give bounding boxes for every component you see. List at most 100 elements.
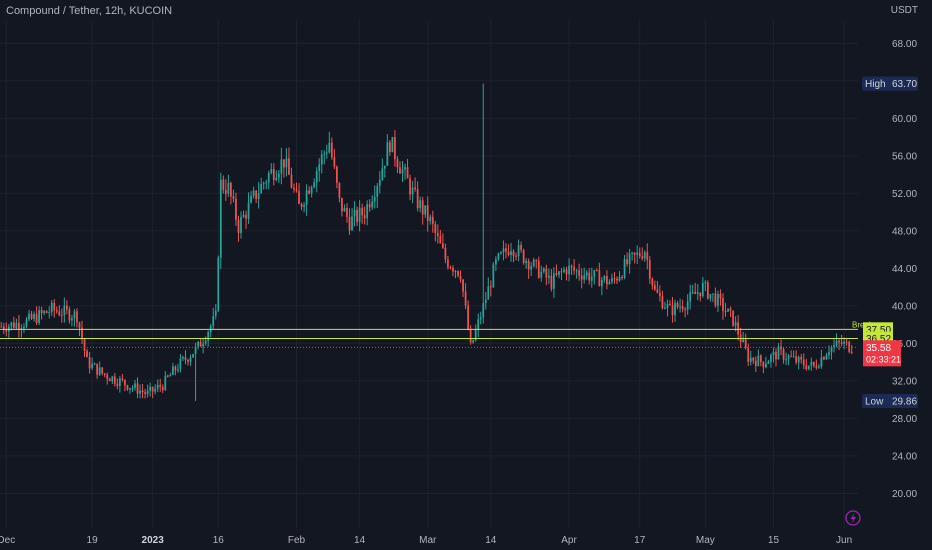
candle[interactable]: [775, 351, 777, 360]
candle[interactable]: [593, 270, 596, 277]
candle[interactable]: [325, 152, 328, 154]
candle[interactable]: [308, 190, 311, 194]
candle[interactable]: [35, 314, 38, 324]
candle[interactable]: [275, 177, 278, 181]
candle[interactable]: [285, 158, 288, 168]
candle[interactable]: [295, 189, 298, 192]
candle[interactable]: [18, 322, 20, 330]
candle[interactable]: [361, 207, 364, 216]
candle[interactable]: [376, 185, 379, 197]
candle[interactable]: [141, 390, 144, 393]
candle[interactable]: [149, 386, 152, 391]
candle[interactable]: [757, 355, 760, 367]
candle[interactable]: [144, 392, 146, 394]
candle[interactable]: [272, 169, 275, 181]
candle[interactable]: [93, 363, 96, 365]
candle[interactable]: [477, 319, 480, 330]
candle[interactable]: [467, 305, 469, 330]
candle[interactable]: [767, 361, 770, 364]
candle[interactable]: [722, 298, 724, 312]
candle[interactable]: [270, 169, 273, 174]
candle[interactable]: [68, 309, 71, 321]
candle[interactable]: [290, 174, 293, 188]
candle[interactable]: [179, 358, 182, 370]
candle[interactable]: [550, 275, 553, 289]
candle[interactable]: [171, 366, 174, 375]
candle[interactable]: [330, 142, 333, 158]
candle[interactable]: [320, 154, 323, 165]
candle[interactable]: [177, 369, 179, 371]
candle[interactable]: [232, 196, 235, 199]
candle[interactable]: [737, 322, 740, 335]
candle[interactable]: [396, 159, 399, 168]
candle[interactable]: [679, 306, 681, 308]
candle[interactable]: [535, 259, 538, 261]
candle[interactable]: [53, 302, 56, 311]
candle[interactable]: [409, 178, 411, 195]
candle[interactable]: [537, 260, 540, 278]
candle[interactable]: [709, 294, 712, 299]
candle[interactable]: [532, 259, 535, 267]
candle[interactable]: [631, 252, 634, 254]
candle[interactable]: [701, 282, 704, 297]
candle[interactable]: [411, 187, 414, 195]
candle[interactable]: [585, 272, 588, 276]
candle[interactable]: [487, 286, 490, 300]
candle[interactable]: [58, 311, 61, 316]
candle[interactable]: [812, 361, 815, 366]
candle[interactable]: [547, 275, 550, 278]
candle[interactable]: [55, 310, 58, 312]
candle[interactable]: [310, 187, 313, 194]
candle[interactable]: [73, 311, 76, 319]
candle[interactable]: [689, 292, 692, 302]
candle[interactable]: [378, 179, 381, 186]
candle[interactable]: [795, 356, 798, 363]
candle[interactable]: [636, 252, 639, 255]
candle[interactable]: [406, 167, 409, 179]
candle[interactable]: [727, 308, 729, 312]
candle[interactable]: [669, 303, 671, 306]
candle[interactable]: [810, 361, 813, 366]
candle[interactable]: [78, 322, 81, 328]
candle[interactable]: [646, 252, 649, 260]
candle[interactable]: [338, 183, 341, 198]
candle[interactable]: [283, 159, 285, 168]
candle[interactable]: [530, 266, 533, 270]
candle[interactable]: [525, 260, 528, 263]
currency-label[interactable]: USDT: [890, 5, 918, 16]
candle[interactable]: [227, 183, 230, 194]
candle[interactable]: [699, 292, 702, 297]
candle[interactable]: [5, 329, 8, 332]
candle[interactable]: [419, 200, 422, 209]
candle[interactable]: [333, 157, 336, 167]
candle[interactable]: [447, 259, 449, 268]
candle[interactable]: [732, 310, 734, 326]
candle[interactable]: [515, 255, 517, 257]
candle[interactable]: [540, 271, 543, 278]
candle[interactable]: [464, 291, 467, 306]
candle[interactable]: [510, 251, 512, 255]
candle[interactable]: [661, 296, 664, 309]
candle[interactable]: [666, 303, 669, 308]
candle[interactable]: [686, 301, 689, 310]
candle[interactable]: [38, 310, 40, 324]
candle[interactable]: [2, 326, 5, 330]
candle[interactable]: [762, 361, 765, 368]
candle[interactable]: [247, 202, 250, 219]
candle[interactable]: [96, 363, 99, 375]
candle[interactable]: [800, 357, 803, 360]
candle[interactable]: [744, 339, 747, 349]
candle[interactable]: [187, 359, 189, 362]
candle[interactable]: [704, 282, 707, 284]
candle[interactable]: [166, 375, 169, 377]
candle[interactable]: [230, 183, 232, 197]
candle[interactable]: [202, 343, 205, 347]
candle[interactable]: [336, 166, 338, 184]
candle[interactable]: [363, 215, 366, 219]
candle[interactable]: [76, 311, 78, 323]
candle[interactable]: [553, 273, 555, 289]
candle[interactable]: [583, 275, 586, 280]
candle[interactable]: [840, 342, 843, 344]
candle[interactable]: [595, 270, 598, 272]
candle[interactable]: [651, 278, 654, 286]
